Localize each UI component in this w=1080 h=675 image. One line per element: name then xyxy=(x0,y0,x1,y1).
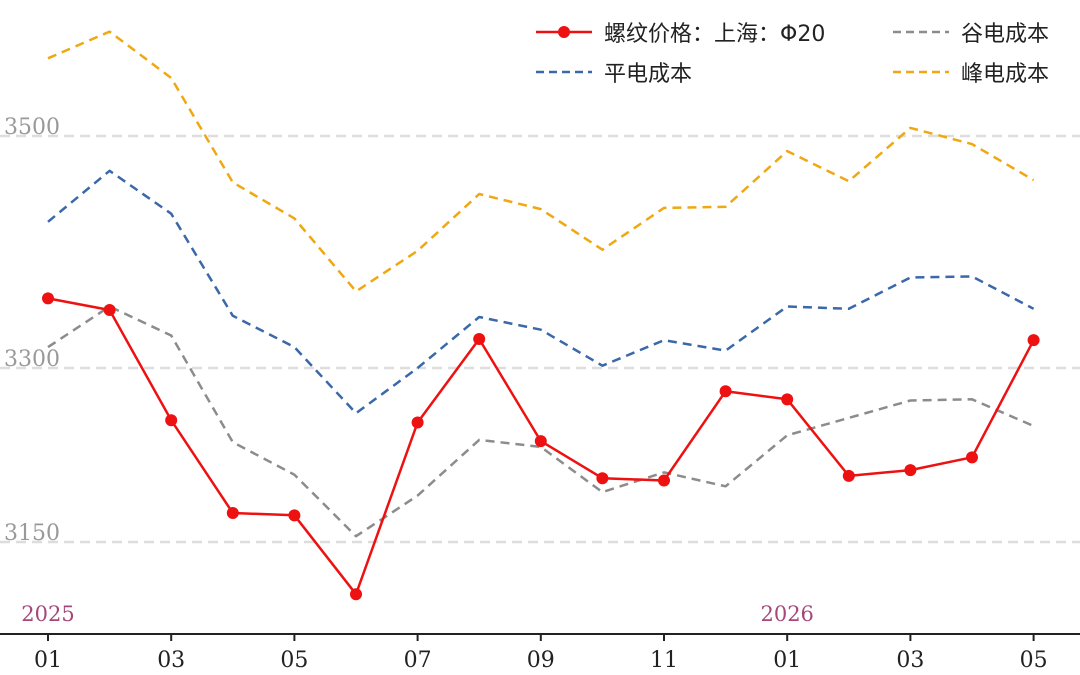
data-point-0-14 xyxy=(904,464,917,477)
x-tick-label-1: 03 xyxy=(157,648,185,673)
data-point-0-1 xyxy=(103,304,116,316)
series-line-3 xyxy=(47,30,1035,293)
data-point-0-15 xyxy=(966,451,978,464)
data-point-0-9 xyxy=(596,472,609,485)
x-tick-label-3: 07 xyxy=(404,648,432,673)
data-point-0-3 xyxy=(226,507,239,519)
legend-swatch-valley-cost xyxy=(893,30,949,34)
series-lines xyxy=(42,30,1040,601)
data-point-0-8 xyxy=(534,435,547,448)
x-tick-label-6: 01 xyxy=(773,648,801,673)
x-tick-label-7: 03 xyxy=(896,648,924,673)
legend-label-rebar-price: 螺纹价格：上海：Φ20 xyxy=(604,22,826,47)
x-tick-label-8: 05 xyxy=(1020,648,1048,673)
data-point-0-6 xyxy=(411,416,424,429)
legend-swatch-peak-cost xyxy=(893,70,949,74)
legend-item-rebar-price[interactable]: 螺纹价格：上海：Φ20 xyxy=(536,14,825,50)
y-tick-label-3500: 3500 xyxy=(4,115,60,140)
legend-label-flat-cost: 平电成本 xyxy=(604,62,693,87)
legend-swatch-flat-cost xyxy=(536,70,592,74)
series-line-1 xyxy=(47,305,1035,538)
year-label-2025: 2025 xyxy=(21,602,74,626)
data-point-0-7 xyxy=(473,333,486,345)
data-point-0-11 xyxy=(719,385,732,398)
x-axis: 01 03 05 07 09 11 01 03 05 2025 2026 xyxy=(0,602,1080,673)
year-label-2026: 2026 xyxy=(760,602,813,626)
legend-item-valley-cost[interactable]: 谷电成本 xyxy=(893,14,1049,50)
x-tick-label-0: 01 xyxy=(34,648,62,673)
y-tick-label-3300: 3300 xyxy=(4,347,60,372)
legend-item-flat-cost[interactable]: 平电成本 xyxy=(536,54,692,90)
legend-label-valley-cost: 谷电成本 xyxy=(961,22,1050,47)
data-point-0-2 xyxy=(165,414,178,427)
data-point-0-13 xyxy=(842,469,855,482)
data-point-0-0 xyxy=(42,292,54,305)
x-tick-label-4: 09 xyxy=(527,648,555,673)
legend-label-peak-cost: 峰电成本 xyxy=(961,62,1050,87)
data-point-0-5 xyxy=(350,588,362,601)
legend: 螺纹价格：上海：Φ20 谷电成本 平电成本 峰电成本 xyxy=(0,14,1080,94)
data-point-0-4 xyxy=(288,509,301,522)
data-point-0-16 xyxy=(1027,334,1040,347)
data-point-0-10 xyxy=(658,474,670,487)
legend-swatch-rebar-price xyxy=(536,26,592,38)
legend-item-peak-cost[interactable]: 峰电成本 xyxy=(893,54,1049,90)
y-tick-label-3150: 3150 xyxy=(4,521,60,546)
x-tick-label-2: 05 xyxy=(280,648,308,673)
data-point-0-12 xyxy=(781,393,794,406)
series-line-2 xyxy=(47,169,1035,415)
x-tick-label-5: 11 xyxy=(650,648,678,673)
